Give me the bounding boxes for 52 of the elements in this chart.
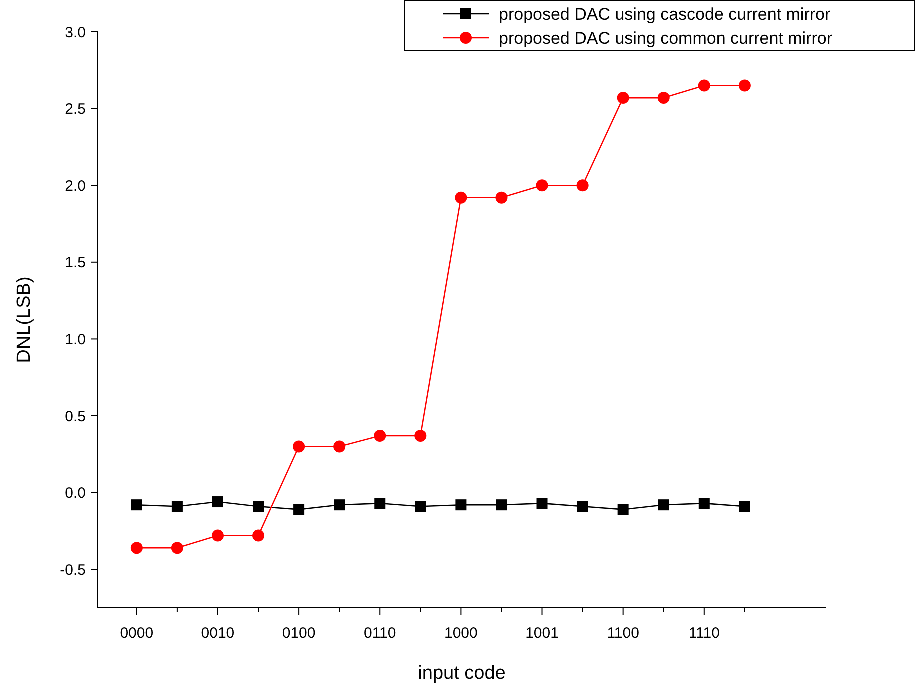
point: [536, 180, 548, 192]
point: [374, 430, 386, 442]
x-tick-label: 1110: [688, 625, 720, 642]
point: [455, 192, 468, 204]
y-tick-label: 0.0: [65, 485, 86, 502]
point: [253, 501, 264, 512]
x-tick-label: 0100: [282, 625, 316, 642]
point: [577, 501, 588, 512]
y-axis-title: DNL(LSB): [14, 276, 35, 364]
point: [496, 500, 508, 511]
point: [293, 440, 306, 453]
legend-label: proposed DAC using cascode current mirror: [499, 4, 831, 24]
point: [617, 92, 630, 104]
x-tick-label: 1001: [526, 625, 559, 642]
y-tick-label: 2.5: [65, 101, 86, 118]
point: [658, 92, 670, 104]
point: [252, 530, 265, 542]
y-tick-label: 1.5: [65, 254, 86, 272]
x-axis-title: input code: [418, 663, 506, 684]
point: [698, 80, 710, 92]
point: [130, 542, 143, 554]
point: [536, 498, 548, 510]
point: [738, 80, 751, 92]
y-tick-label: 1.0: [65, 331, 86, 348]
point: [698, 498, 710, 510]
x-tick-label: 0000: [120, 625, 154, 642]
point: [131, 500, 142, 511]
point: [496, 192, 508, 204]
y-tick-label: 0.5: [65, 408, 86, 426]
point: [171, 542, 184, 554]
x-tick-label: 0010: [201, 625, 235, 642]
point: [415, 501, 426, 512]
x-tick-label: 1100: [607, 625, 640, 642]
point: [658, 500, 670, 511]
x-tick-label: 1000: [444, 625, 478, 642]
legend-label: proposed DAC using common current mirror: [499, 28, 833, 48]
point: [739, 501, 750, 512]
y-tick-label: 2.0: [65, 178, 86, 195]
point: [576, 180, 589, 192]
point: [456, 500, 467, 511]
point: [212, 496, 224, 508]
point: [294, 504, 305, 516]
point: [374, 498, 386, 510]
y-tick-label: -0.5: [60, 562, 86, 579]
point: [334, 500, 346, 511]
point: [414, 430, 427, 442]
point: [172, 501, 183, 512]
y-tick-label: 3.0: [65, 24, 86, 42]
x-tick-label: 0110: [364, 625, 396, 642]
point: [334, 440, 346, 453]
point: [618, 504, 629, 516]
point: [212, 530, 224, 542]
